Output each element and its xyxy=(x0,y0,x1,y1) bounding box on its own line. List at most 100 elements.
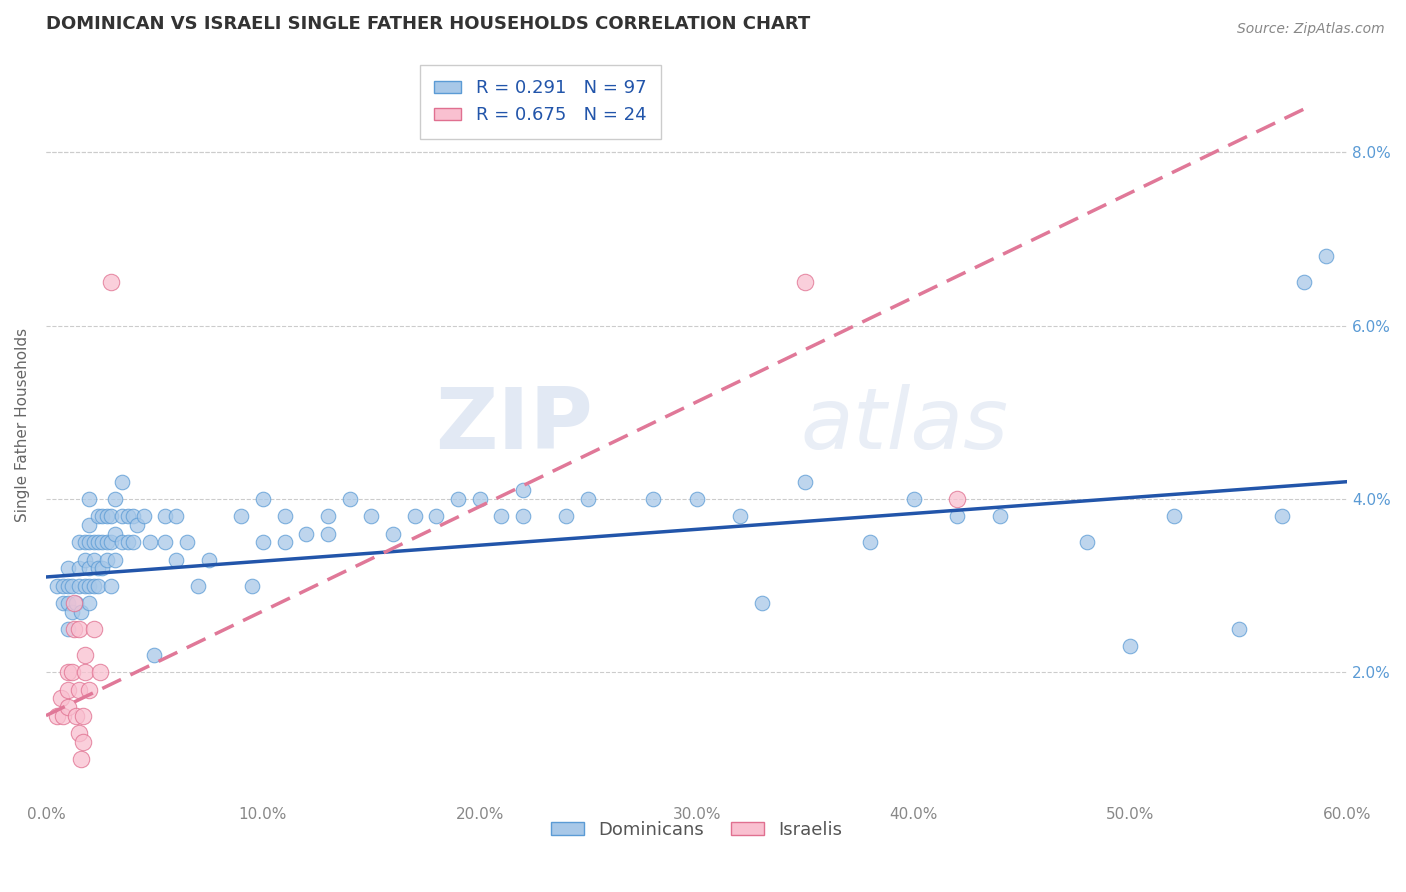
Point xyxy=(56,665,79,680)
Point xyxy=(1119,640,1142,654)
Point xyxy=(52,579,75,593)
Point xyxy=(73,665,96,680)
Point xyxy=(87,509,110,524)
Point xyxy=(67,579,90,593)
Point xyxy=(125,518,148,533)
Point xyxy=(903,491,925,506)
Point xyxy=(512,483,534,498)
Point xyxy=(56,700,79,714)
Point xyxy=(132,509,155,524)
Point xyxy=(121,509,143,524)
Point xyxy=(79,535,101,549)
Point xyxy=(91,535,114,549)
Point xyxy=(240,579,263,593)
Point xyxy=(111,535,134,549)
Point xyxy=(56,622,79,636)
Point xyxy=(56,561,79,575)
Point xyxy=(104,552,127,566)
Point xyxy=(67,622,90,636)
Point xyxy=(91,561,114,575)
Point xyxy=(273,535,295,549)
Point xyxy=(79,579,101,593)
Point xyxy=(728,509,751,524)
Point xyxy=(87,535,110,549)
Point xyxy=(56,579,79,593)
Point xyxy=(63,622,86,636)
Legend: Dominicans, Israelis: Dominicans, Israelis xyxy=(544,814,849,846)
Point xyxy=(231,509,253,524)
Point xyxy=(100,579,122,593)
Point xyxy=(100,509,122,524)
Point xyxy=(56,682,79,697)
Point xyxy=(67,535,90,549)
Point xyxy=(576,491,599,506)
Point xyxy=(45,579,67,593)
Point xyxy=(165,509,187,524)
Point xyxy=(72,734,94,748)
Point xyxy=(69,605,91,619)
Point xyxy=(49,691,72,706)
Point xyxy=(165,552,187,566)
Point xyxy=(946,491,969,506)
Point xyxy=(89,665,111,680)
Point xyxy=(104,491,127,506)
Point xyxy=(73,648,96,662)
Point xyxy=(117,509,139,524)
Text: DOMINICAN VS ISRAELI SINGLE FATHER HOUSEHOLDS CORRELATION CHART: DOMINICAN VS ISRAELI SINGLE FATHER HOUSE… xyxy=(46,15,810,33)
Point xyxy=(83,579,105,593)
Point xyxy=(117,535,139,549)
Point xyxy=(60,579,83,593)
Point xyxy=(273,509,295,524)
Point xyxy=(67,682,90,697)
Point xyxy=(63,596,86,610)
Point xyxy=(1292,276,1315,290)
Point xyxy=(139,535,162,549)
Point xyxy=(72,708,94,723)
Point xyxy=(96,552,118,566)
Point xyxy=(155,535,177,549)
Point xyxy=(96,535,118,549)
Y-axis label: Single Father Households: Single Father Households xyxy=(15,328,30,523)
Point xyxy=(91,509,114,524)
Point xyxy=(73,579,96,593)
Point xyxy=(83,552,105,566)
Point xyxy=(1227,622,1250,636)
Point xyxy=(1271,509,1294,524)
Point xyxy=(751,596,773,610)
Point xyxy=(339,491,361,506)
Text: Source: ZipAtlas.com: Source: ZipAtlas.com xyxy=(1237,22,1385,37)
Point xyxy=(65,596,87,610)
Point xyxy=(52,596,75,610)
Point xyxy=(83,535,105,549)
Point xyxy=(121,535,143,549)
Point xyxy=(685,491,707,506)
Text: atlas: atlas xyxy=(801,384,1008,467)
Point xyxy=(946,509,969,524)
Point xyxy=(794,276,817,290)
Point xyxy=(404,509,426,524)
Point xyxy=(87,561,110,575)
Point xyxy=(382,526,405,541)
Point xyxy=(187,579,209,593)
Point xyxy=(67,561,90,575)
Point xyxy=(79,518,101,533)
Point xyxy=(60,665,83,680)
Point xyxy=(252,491,274,506)
Point xyxy=(512,509,534,524)
Point xyxy=(111,509,134,524)
Point xyxy=(252,535,274,549)
Point xyxy=(65,708,87,723)
Point xyxy=(111,475,134,489)
Point xyxy=(447,491,470,506)
Point xyxy=(60,605,83,619)
Point xyxy=(859,535,882,549)
Point xyxy=(67,726,90,740)
Point xyxy=(1315,249,1337,263)
Point xyxy=(360,509,382,524)
Point xyxy=(316,526,339,541)
Point xyxy=(468,491,491,506)
Point xyxy=(83,622,105,636)
Point xyxy=(79,596,101,610)
Point xyxy=(52,708,75,723)
Point xyxy=(1076,535,1098,549)
